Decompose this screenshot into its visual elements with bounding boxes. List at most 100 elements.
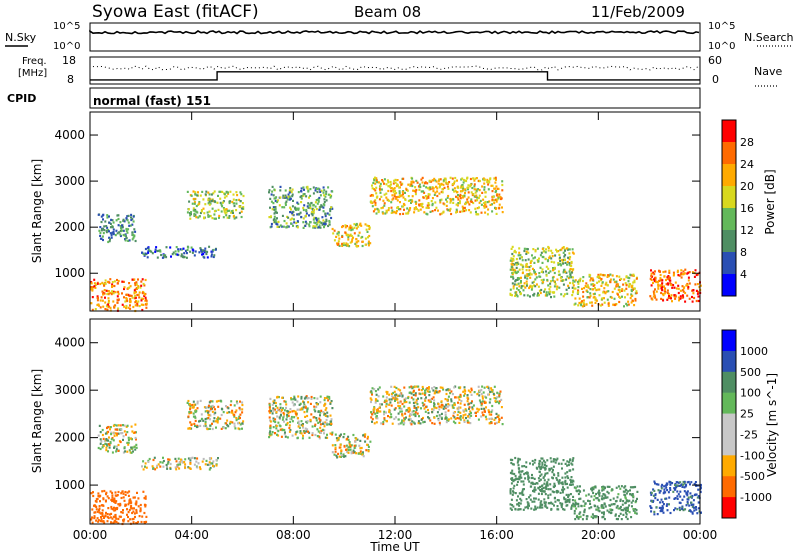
echo-cell (315, 223, 318, 226)
echo-cell (683, 490, 686, 493)
echo-cell (279, 189, 282, 192)
echo-cell (479, 401, 482, 404)
echo-cell (325, 218, 328, 221)
echo-cell (498, 203, 501, 206)
echo-cell (582, 500, 585, 503)
echo-cell (92, 494, 95, 498)
echo-cell (630, 285, 633, 288)
echo-cell (459, 395, 462, 398)
echo-cell (427, 408, 429, 412)
echo-cell (114, 491, 117, 494)
echo-cell (495, 200, 498, 203)
echo-cell (601, 297, 604, 300)
echo-cell (413, 422, 416, 425)
echo-cell (126, 299, 129, 303)
echo-cell (669, 276, 671, 279)
echo-cell (618, 300, 621, 304)
echo-cell (103, 225, 106, 228)
echo-cell (284, 189, 287, 192)
echo-cell (571, 483, 574, 486)
echo-cell (488, 411, 491, 414)
echo-cell (221, 190, 224, 193)
echo-cell (115, 494, 118, 497)
echo-cell (403, 386, 406, 389)
echo-cell (424, 410, 427, 413)
echo-cell (398, 186, 401, 189)
echo-cell (475, 188, 478, 191)
echo-cell (568, 483, 571, 486)
colorbar-segment (722, 142, 736, 165)
echo-cell (585, 303, 588, 306)
echo-cell (116, 434, 118, 437)
echo-cell (413, 406, 416, 409)
echo-cell (192, 412, 195, 415)
echo-cell (395, 416, 397, 419)
echo-cell (355, 238, 358, 241)
echo-cell (277, 396, 280, 399)
echo-cell (204, 463, 207, 466)
echo-cell (438, 178, 441, 181)
echo-cell (433, 386, 436, 389)
echo-cell (96, 282, 99, 285)
echo-cell (286, 415, 289, 418)
echo-cell (549, 290, 552, 293)
echo-cell (162, 459, 165, 463)
echo-cell (378, 198, 381, 201)
echo-cell (439, 199, 442, 202)
echo-cell (545, 265, 548, 268)
echo-cell (107, 430, 110, 433)
echo-cell (633, 304, 636, 307)
echo-cell (357, 240, 360, 243)
echo-cell (234, 411, 237, 414)
echo-cell (569, 272, 572, 275)
echo-cell (414, 186, 417, 189)
echo-cell (195, 425, 198, 429)
echo-cell (676, 484, 679, 487)
echo-cell (691, 494, 694, 498)
echo-cell (271, 190, 274, 193)
echo-cell (210, 255, 213, 258)
echo-cell (561, 483, 564, 486)
echo-cell (408, 391, 411, 394)
echo-cell (192, 405, 195, 408)
power-echoes (90, 176, 702, 313)
echo-cell (131, 438, 133, 441)
echo-cell (650, 500, 653, 503)
echo-cell (514, 280, 517, 283)
echo-cell (437, 417, 440, 420)
echo-cell (108, 443, 111, 447)
echo-cell (119, 424, 122, 427)
echo-cell (113, 280, 116, 283)
echo-cell (528, 496, 530, 499)
echo-cell (434, 191, 437, 194)
echo-cell (538, 465, 540, 468)
echo-cell (308, 436, 311, 439)
echo-cell (319, 423, 322, 426)
echo-cell (239, 423, 242, 426)
echo-cell (308, 214, 310, 217)
echo-cell (153, 456, 156, 459)
echo-cell (464, 392, 466, 395)
echo-cell (343, 455, 345, 458)
echo-cell (226, 419, 229, 422)
echo-cell (680, 269, 683, 272)
echo-cell (691, 511, 694, 514)
echo-cell (562, 262, 565, 265)
echo-cell (594, 486, 597, 489)
echo-cell (600, 277, 603, 281)
colorbar-tick-label: -100 (740, 449, 765, 462)
echo-cell (128, 449, 131, 452)
echo-cell (669, 488, 672, 491)
echo-cell (196, 407, 199, 410)
echo-cell (297, 425, 300, 428)
echo-cell (512, 285, 515, 288)
echo-cell (621, 295, 623, 298)
echo-cell (472, 193, 475, 196)
echo-cell (434, 389, 437, 392)
echo-cell (355, 224, 357, 227)
echo-cell (577, 289, 579, 292)
echo-cell (540, 251, 543, 254)
echo-cell (517, 464, 520, 467)
echo-cell (666, 503, 669, 506)
echo-cell (398, 407, 401, 410)
